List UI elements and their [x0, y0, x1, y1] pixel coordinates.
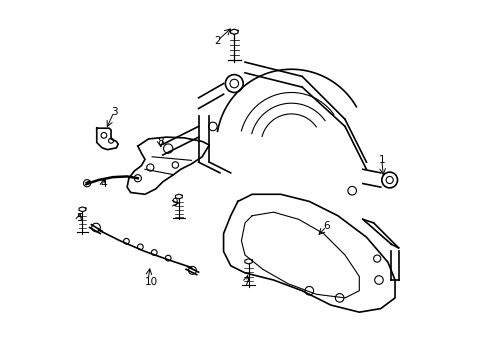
Text: 1: 1 — [379, 156, 386, 165]
Text: 4: 4 — [100, 179, 107, 189]
Text: 6: 6 — [323, 221, 330, 231]
Text: 2: 2 — [215, 36, 221, 46]
Text: 8: 8 — [157, 138, 164, 148]
Text: 5: 5 — [76, 212, 83, 222]
Text: 9: 9 — [172, 198, 178, 208]
Text: 3: 3 — [111, 107, 118, 117]
Text: 7: 7 — [243, 277, 250, 287]
Text: 10: 10 — [145, 277, 158, 287]
